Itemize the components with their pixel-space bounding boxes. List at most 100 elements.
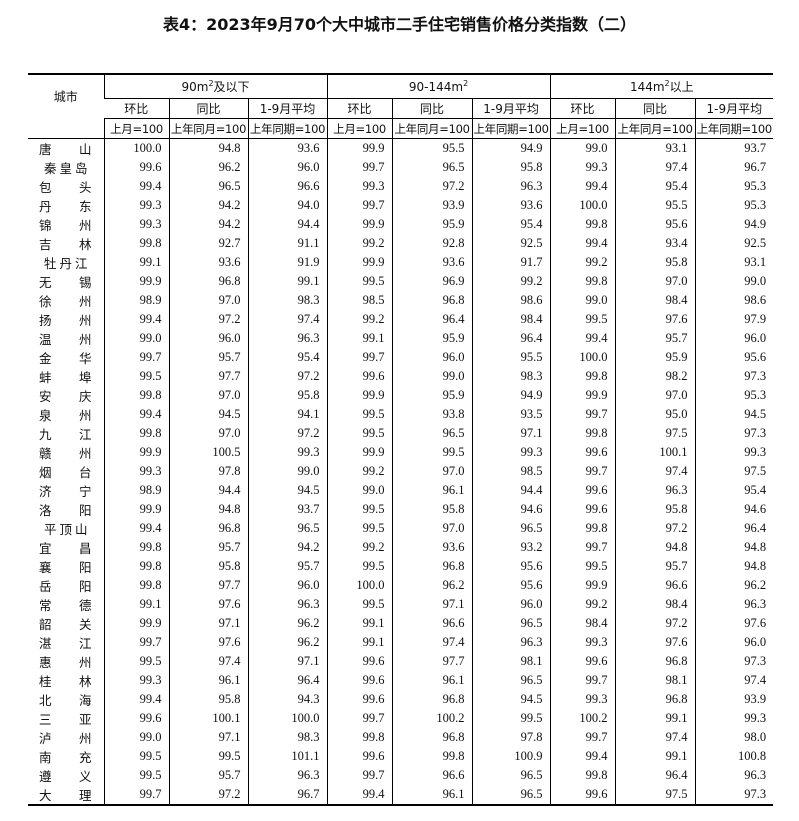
index-value: 99.6 <box>326 690 393 709</box>
index-value: 99.9 <box>103 443 169 462</box>
index-value: 99.7 <box>549 462 616 481</box>
index-value: 96.5 <box>471 785 551 805</box>
index-value: 97.0 <box>168 291 248 310</box>
city-name: 南充 <box>39 750 92 765</box>
city-name: 包头 <box>39 180 92 195</box>
index-value: 99.7 <box>326 348 393 367</box>
index-value: 94.8 <box>614 538 696 557</box>
subheader-yoy: 同比 <box>168 98 248 119</box>
index-value: 96.2 <box>168 158 248 177</box>
index-value: 99.1 <box>326 614 393 633</box>
index-value: 99.0 <box>247 462 328 481</box>
index-value: 96.8 <box>168 272 248 291</box>
price-index-table: 城市 90m2及以下 90-144m2 144m2以上 环比 同比 1-9月平均 环比… <box>28 73 774 806</box>
index-value: 96.5 <box>471 614 551 633</box>
subheader-ytd-avg: 1-9月平均 <box>247 98 328 119</box>
index-value: 97.0 <box>168 424 248 443</box>
index-value: 100.8 <box>694 747 774 766</box>
index-value: 95.6 <box>694 348 774 367</box>
index-value: 95.4 <box>247 348 328 367</box>
index-value: 97.7 <box>168 367 248 386</box>
index-value: 99.7 <box>103 348 169 367</box>
index-value: 99.5 <box>326 405 393 424</box>
city-header-blank <box>28 118 104 139</box>
city-name: 济宁 <box>39 484 92 499</box>
index-value: 99.5 <box>103 766 169 785</box>
index-value: 100.2 <box>391 709 473 728</box>
index-value: 97.0 <box>168 386 248 405</box>
index-value: 94.9 <box>471 138 551 158</box>
index-value: 92.7 <box>168 234 248 253</box>
index-value: 96.8 <box>391 728 473 747</box>
index-value: 99.5 <box>326 424 393 443</box>
index-value: 96.0 <box>694 329 774 348</box>
index-value: 95.5 <box>471 348 551 367</box>
index-value: 99.7 <box>549 405 616 424</box>
index-value: 99.1 <box>103 595 169 614</box>
index-value: 99.3 <box>326 177 393 196</box>
city-name: 牡丹江 <box>44 256 88 271</box>
table-row: 韶关 99.9 97.1 96.2 99.1 96.6 96.5 98.4 97.2 97.6 <box>28 614 774 633</box>
table-row: 北海 99.4 95.8 94.3 99.6 96.8 94.5 99.3 96.8 93.9 <box>28 690 774 709</box>
table-row: 金华 99.7 95.7 95.4 99.7 96.0 95.5 100.0 95.9 95.6 <box>28 348 774 367</box>
index-value: 99.4 <box>326 785 393 805</box>
index-value: 98.9 <box>103 481 169 500</box>
index-value: 94.9 <box>471 386 551 405</box>
index-value: 94.8 <box>168 138 248 158</box>
index-value: 99.7 <box>326 196 393 215</box>
index-value: 99.5 <box>549 310 616 329</box>
city-name: 北海 <box>39 693 92 708</box>
index-value: 94.5 <box>694 405 774 424</box>
index-value: 99.2 <box>471 272 551 291</box>
index-value: 95.9 <box>391 215 473 234</box>
city-name: 湛江 <box>39 636 92 651</box>
index-value: 100.0 <box>247 709 328 728</box>
index-value: 99.9 <box>549 576 616 595</box>
base-header-mom: 上月=100 <box>326 118 393 139</box>
index-value: 95.6 <box>614 215 696 234</box>
table-row: 徐州 98.9 97.0 98.3 98.5 96.8 98.6 99.0 98.4 98.6 <box>28 291 774 310</box>
index-value: 100.2 <box>549 709 616 728</box>
index-value: 93.6 <box>168 253 248 272</box>
index-value: 99.8 <box>103 234 169 253</box>
group-header-under-90: 90m2及以下 <box>103 74 328 99</box>
index-value: 99.5 <box>326 595 393 614</box>
index-value: 94.1 <box>247 405 328 424</box>
index-value: 97.2 <box>247 424 328 443</box>
index-value: 99.2 <box>326 538 393 557</box>
index-value: 99.0 <box>549 138 616 158</box>
index-value: 99.0 <box>391 367 473 386</box>
index-value: 99.3 <box>549 158 616 177</box>
index-value: 94.8 <box>168 500 248 519</box>
index-value: 93.4 <box>614 234 696 253</box>
table-row: 惠州 99.5 97.4 97.1 99.6 97.7 98.1 99.6 96.8 97.3 <box>28 652 774 671</box>
index-value: 97.8 <box>168 462 248 481</box>
index-value: 97.4 <box>614 462 696 481</box>
city-name: 宜昌 <box>39 541 92 556</box>
index-value: 99.9 <box>326 443 393 462</box>
index-value: 97.6 <box>168 595 248 614</box>
index-value: 96.6 <box>614 576 696 595</box>
index-value: 96.6 <box>391 614 473 633</box>
table-row: 三亚 99.6 100.1 100.0 99.7 100.2 99.5 100.2 99.1 99… <box>28 709 774 728</box>
city-name: 平顶山 <box>44 522 88 537</box>
index-value: 94.8 <box>694 538 774 557</box>
index-value: 96.1 <box>168 671 248 690</box>
city-name: 锦州 <box>39 218 92 233</box>
index-value: 100.5 <box>168 443 248 462</box>
table-row: 襄阳 99.8 95.8 95.7 99.5 96.8 95.6 99.5 95.7 94.8 <box>28 557 774 576</box>
index-value: 98.1 <box>471 652 551 671</box>
index-value: 95.3 <box>694 386 774 405</box>
page-title: 表4：2023年9月70个大中城市二手住宅销售价格分类指数（二） <box>162 15 637 34</box>
index-value: 96.5 <box>471 519 551 538</box>
index-value: 93.2 <box>471 538 551 557</box>
index-value: 97.8 <box>471 728 551 747</box>
subheader-yoy: 同比 <box>391 98 473 119</box>
city-name: 惠州 <box>39 655 92 670</box>
table-row: 牡丹江 99.1 93.6 91.9 99.9 93.6 91.7 99.2 95.8 93.1 <box>28 253 774 272</box>
index-value: 97.4 <box>247 310 328 329</box>
index-value: 99.4 <box>549 329 616 348</box>
index-value: 99.6 <box>549 500 616 519</box>
index-value: 99.1 <box>614 709 696 728</box>
base-header-yoy: 上年同月=100 <box>391 118 473 139</box>
